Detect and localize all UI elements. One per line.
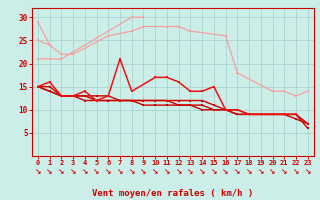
Text: ↘: ↘: [82, 168, 88, 176]
Text: ↘: ↘: [175, 168, 182, 176]
Text: ↘: ↘: [105, 168, 111, 176]
Text: ↘: ↘: [222, 168, 229, 176]
Text: ↘: ↘: [117, 168, 123, 176]
Text: Vent moyen/en rafales ( km/h ): Vent moyen/en rafales ( km/h ): [92, 189, 253, 198]
Text: ↘: ↘: [199, 168, 205, 176]
Text: ↘: ↘: [211, 168, 217, 176]
Text: ↘: ↘: [187, 168, 194, 176]
Text: ↘: ↘: [293, 168, 299, 176]
Text: ↘: ↘: [129, 168, 135, 176]
Text: ↘: ↘: [305, 168, 311, 176]
Text: ↘: ↘: [258, 168, 264, 176]
Text: ↘: ↘: [58, 168, 65, 176]
Text: ↘: ↘: [234, 168, 241, 176]
Text: ↘: ↘: [246, 168, 252, 176]
Text: ↘: ↘: [281, 168, 287, 176]
Text: ↘: ↘: [70, 168, 76, 176]
Text: ↘: ↘: [152, 168, 158, 176]
Text: ↘: ↘: [93, 168, 100, 176]
Text: ↘: ↘: [269, 168, 276, 176]
Text: ↘: ↘: [164, 168, 170, 176]
Text: ↘: ↘: [46, 168, 53, 176]
Text: ↘: ↘: [140, 168, 147, 176]
Text: ↘: ↘: [35, 168, 41, 176]
